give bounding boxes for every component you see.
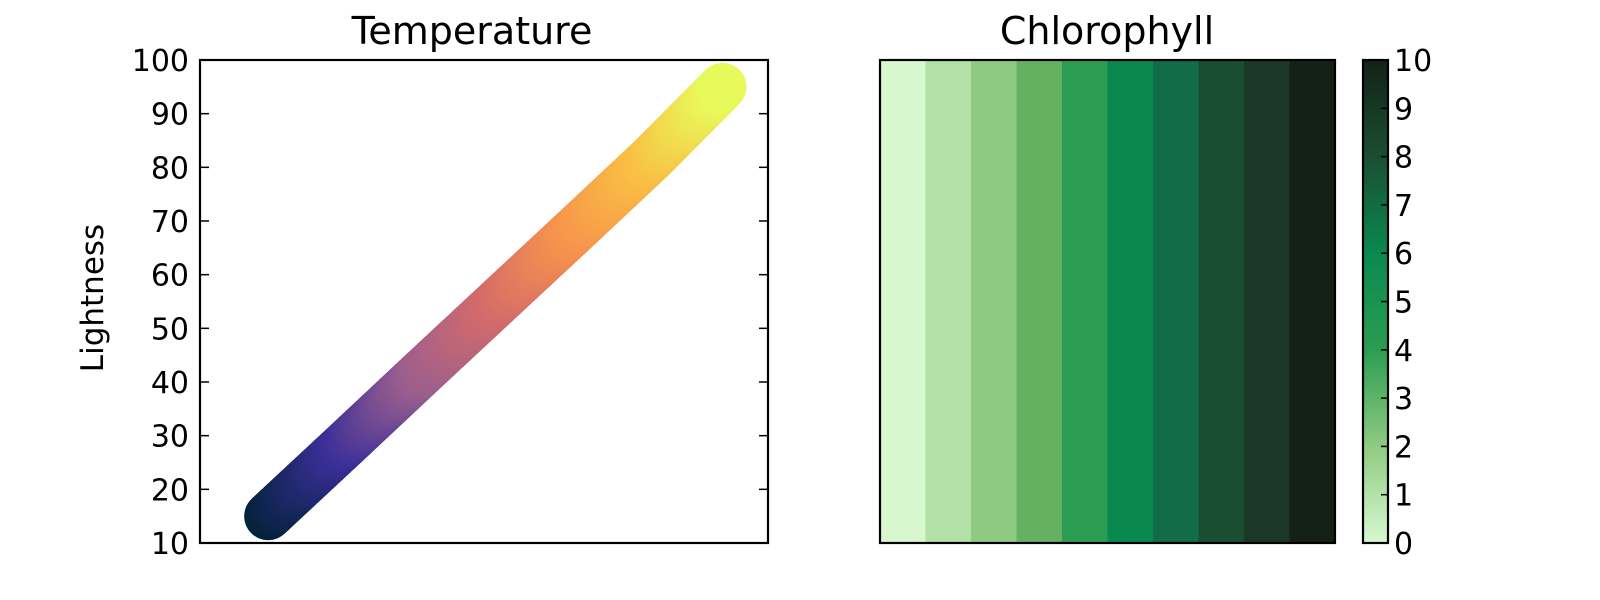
plot-frame	[878, 58, 1337, 545]
y-tick-label: 60	[151, 259, 189, 294]
y-tick-label: 10	[151, 527, 189, 562]
chart-title: Temperature	[351, 9, 593, 53]
y-tick-label: 20	[151, 473, 189, 508]
colorbar-tick-label: 6	[1394, 237, 1413, 272]
y-tick-label: 80	[151, 151, 189, 186]
y-axis-ticks: 10 20 30 40 50 60 70 80 90 100	[132, 44, 768, 562]
heatmap-cell	[1289, 60, 1336, 543]
y-tick-label: 40	[151, 366, 189, 401]
chlorophyll-chart: Chlorophyll	[878, 9, 1337, 545]
colorbar-tick-label: 10	[1394, 44, 1432, 79]
colorbar-ticks: 0 1 2 3 4 5 6 7 8 9 10	[1381, 44, 1432, 562]
colorbar-tick-label: 9	[1394, 92, 1413, 127]
colorbar-tick-label: 0	[1394, 527, 1413, 562]
scatter-point	[698, 62, 747, 111]
y-tick-label: 50	[151, 312, 189, 347]
colorbar-tick-label: 8	[1394, 141, 1413, 176]
heatmap-cell	[1244, 60, 1291, 543]
colorbar-tick-label: 5	[1394, 286, 1413, 321]
y-tick-label: 70	[151, 205, 189, 240]
y-tick-label: 30	[151, 420, 189, 455]
colorbar-tick-label: 3	[1394, 382, 1413, 417]
colorbar-tick-label: 2	[1394, 430, 1413, 465]
colorbar: 0 1 2 3 4 5 6 7 8 9 10	[1361, 44, 1432, 562]
colorbar-tick-label: 4	[1394, 334, 1413, 369]
y-tick-label: 90	[151, 98, 189, 133]
colorbar-tick-label: 7	[1394, 189, 1413, 224]
chart-title: Chlorophyll	[1000, 9, 1214, 53]
heatmap-cell	[880, 60, 927, 543]
heatmap-cell	[1198, 60, 1245, 543]
heatmap-cell	[1153, 60, 1200, 543]
y-tick-label: 100	[132, 44, 189, 79]
colorbar-tick-label: 1	[1394, 479, 1413, 514]
temperature-chart: Temperature Lightness 10 20 30 40 50 60 70 80 90…	[75, 9, 770, 562]
heatmap-cells	[880, 60, 1336, 543]
heatmap-cell	[1107, 60, 1154, 543]
heatmap-cell	[1062, 60, 1109, 543]
heatmap-cell	[1016, 60, 1063, 543]
heatmap-cell	[925, 60, 972, 543]
heatmap-cell	[971, 60, 1018, 543]
temperature-series	[244, 62, 747, 541]
plot-frame	[198, 58, 770, 545]
y-axis-label: Lightness	[75, 224, 111, 372]
